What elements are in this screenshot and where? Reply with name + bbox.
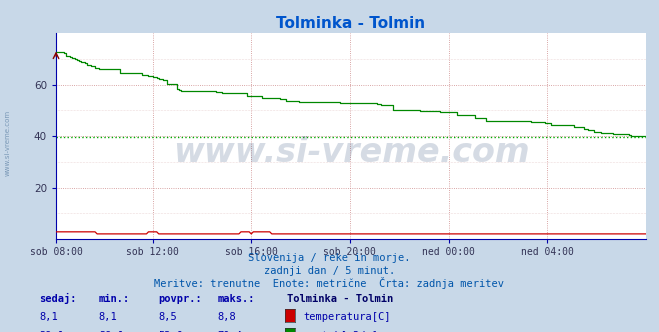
Text: 53,0: 53,0	[158, 331, 183, 332]
Text: 39,1: 39,1	[99, 331, 124, 332]
Text: www.si-vreme.com: www.si-vreme.com	[5, 110, 11, 176]
Text: min.:: min.:	[99, 294, 130, 304]
Text: Meritve: trenutne  Enote: metrične  Črta: zadnja meritev: Meritve: trenutne Enote: metrične Črta: …	[154, 277, 505, 289]
Text: www.si-vreme.com: www.si-vreme.com	[173, 136, 529, 169]
Text: 8,1: 8,1	[40, 312, 58, 322]
Text: 8,1: 8,1	[99, 312, 117, 322]
Text: 8,8: 8,8	[217, 312, 236, 322]
Text: temperatura[C]: temperatura[C]	[303, 312, 391, 322]
Text: zadnji dan / 5 minut.: zadnji dan / 5 minut.	[264, 266, 395, 276]
Text: maks.:: maks.:	[217, 294, 255, 304]
Text: pretok[m3/s]: pretok[m3/s]	[303, 331, 378, 332]
Text: povpr.:: povpr.:	[158, 294, 202, 304]
Text: Tolminka - Tolmin: Tolminka - Tolmin	[287, 294, 393, 304]
Title: Tolminka - Tolmin: Tolminka - Tolmin	[276, 16, 426, 31]
Text: 8,5: 8,5	[158, 312, 177, 322]
Text: 39,1: 39,1	[40, 331, 65, 332]
Text: sedaj:: sedaj:	[40, 293, 77, 304]
Text: Slovenija / reke in morje.: Slovenija / reke in morje.	[248, 253, 411, 263]
Text: 70,4: 70,4	[217, 331, 243, 332]
